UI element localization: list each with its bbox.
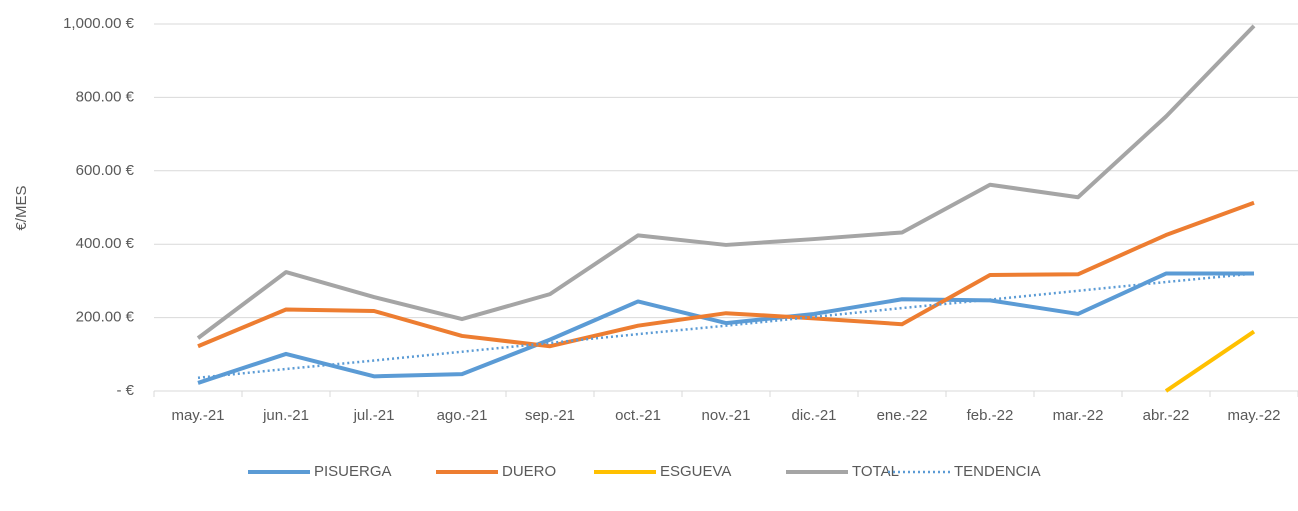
x-tick-label: jun.-21: [262, 407, 309, 424]
y-axis-label: €/MES: [13, 185, 30, 230]
legend-label: TOTAL: [852, 463, 899, 480]
x-tick-label: dic.-21: [791, 407, 836, 424]
y-tick-label: 400.00 €: [76, 235, 135, 252]
x-tick-label: oct.-21: [615, 407, 661, 424]
y-tick-label: 600.00 €: [76, 162, 135, 179]
x-tick-label: mar.-22: [1053, 407, 1104, 424]
y-tick-label: 800.00 €: [76, 88, 135, 105]
x-tick-label: jul.-21: [353, 407, 395, 424]
series-line: [197, 271, 1254, 385]
legend-label: DUERO: [502, 463, 556, 480]
y-tick-label: 1,000.00 €: [63, 15, 135, 32]
legend-label: TENDENCIA: [954, 463, 1041, 480]
x-tick-label: may.-22: [1227, 407, 1280, 424]
series-line: [1164, 329, 1256, 393]
legend-label: ESGUEVA: [660, 463, 731, 480]
x-tick-label: ago.-21: [437, 407, 488, 424]
series-line: [197, 272, 1255, 380]
y-tick-label: - €: [116, 382, 134, 399]
x-tick-label: ene.-22: [877, 407, 928, 424]
x-tick-label: may.-21: [171, 407, 224, 424]
x-tick-label: abr.-22: [1143, 407, 1190, 424]
x-tick-label: sep.-21: [525, 407, 575, 424]
series-line: [196, 24, 1256, 340]
x-tick-label: feb.-22: [967, 407, 1014, 424]
y-tick-label: 200.00 €: [76, 309, 135, 326]
series-line: [197, 200, 1255, 349]
x-tick-label: nov.-21: [702, 407, 751, 424]
legend-label: PISUERGA: [314, 463, 392, 480]
